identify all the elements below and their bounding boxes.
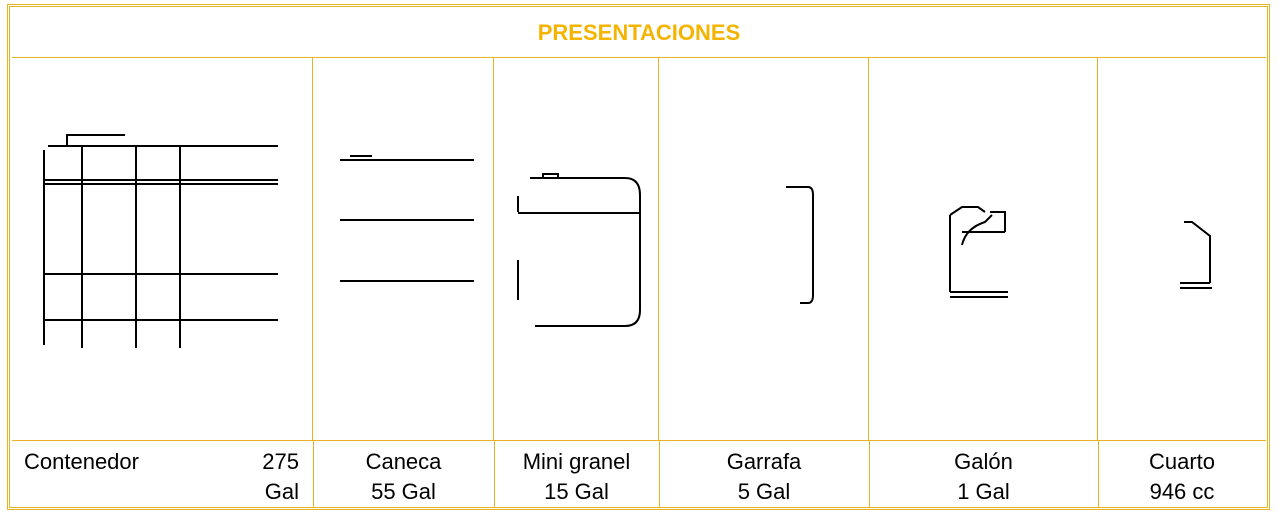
caption: Garrafa 5 Gal <box>659 441 869 507</box>
caption: Caneca 55 Gal <box>313 441 494 507</box>
cell <box>659 58 869 441</box>
table-title: PRESENTACIONES <box>12 9 1266 58</box>
divider <box>869 441 870 507</box>
cell <box>12 58 313 441</box>
table-border <box>7 4 1270 510</box>
cell <box>494 58 659 441</box>
divider <box>313 441 314 507</box>
container-drawing <box>43 134 278 348</box>
divider <box>1098 441 1099 507</box>
caption-line: Contenedor 275 <box>24 449 299 474</box>
caption: Galón 1 Gal <box>869 441 1098 507</box>
caption-line: 5 Gal <box>737 479 791 504</box>
caption-line: Gal <box>264 479 299 504</box>
cell <box>313 58 494 441</box>
cell <box>1098 58 1266 441</box>
caption-line: Galón <box>954 449 1013 474</box>
jug-drawing <box>786 186 814 304</box>
caption: Cuarto 946 cc <box>1098 441 1266 507</box>
caption-line: Caneca <box>365 449 442 474</box>
caption-line: 55 Gal <box>371 479 436 504</box>
gallon-drawing <box>949 206 1008 298</box>
caption-line: Mini granel <box>522 449 631 474</box>
caption-line: 946 cc <box>1149 479 1215 504</box>
minibulk-drawing <box>517 173 641 327</box>
caption-line: Cuarto <box>1148 449 1216 474</box>
caption-line: 1 Gal <box>957 479 1010 504</box>
caption-line: Garrafa <box>726 449 802 474</box>
caption-line: 15 Gal <box>544 479 609 504</box>
caption: Contenedor 275 Gal <box>12 441 313 507</box>
divider <box>659 441 660 507</box>
drum-drawing <box>340 155 474 282</box>
quart-drawing <box>1180 221 1212 289</box>
caption: Mini granel 15 Gal <box>494 441 659 507</box>
divider <box>494 441 495 507</box>
cell <box>869 58 1098 441</box>
